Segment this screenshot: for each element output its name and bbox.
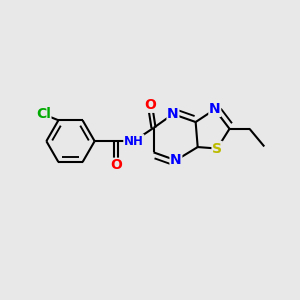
Text: S: S: [212, 142, 222, 155]
Text: N: N: [167, 107, 179, 121]
Text: N: N: [170, 153, 182, 167]
Text: N: N: [209, 102, 220, 116]
Text: Cl: Cl: [36, 107, 51, 121]
Text: O: O: [144, 98, 156, 112]
Text: NH: NH: [124, 135, 144, 148]
Text: O: O: [110, 158, 122, 172]
